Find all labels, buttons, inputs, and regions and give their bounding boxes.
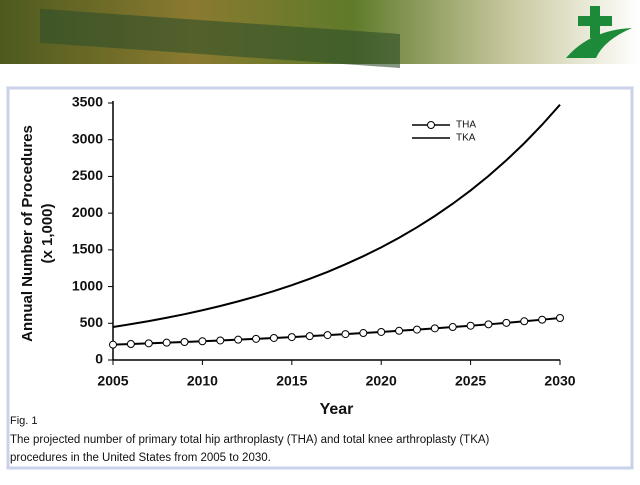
data-point xyxy=(234,335,243,344)
caption-line: procedures in the United States from 200… xyxy=(10,452,271,464)
x-axis-label: Year xyxy=(320,401,354,418)
data-point xyxy=(359,329,368,338)
data-point xyxy=(252,334,261,343)
data-point xyxy=(269,333,278,342)
data-point xyxy=(323,331,332,340)
y-tick-label: 0 xyxy=(95,351,103,367)
x-tick-label: 2010 xyxy=(187,373,218,389)
legend-label: THA xyxy=(456,120,476,131)
data-point xyxy=(216,336,225,345)
data-point xyxy=(430,324,439,333)
y-axis-label: Annual Number of Procedures xyxy=(19,125,36,342)
data-point xyxy=(126,339,135,348)
data-point xyxy=(109,340,117,349)
y-tick-label: 2000 xyxy=(72,204,103,220)
data-point xyxy=(448,323,457,332)
x-tick-label: 2005 xyxy=(97,373,128,389)
data-point xyxy=(287,333,296,342)
data-point xyxy=(484,320,493,329)
data-point xyxy=(305,332,314,341)
y-tick-label: 500 xyxy=(80,314,104,330)
data-point xyxy=(377,327,386,336)
data-point xyxy=(341,330,350,339)
legend-label: TKA xyxy=(456,133,476,144)
data-point xyxy=(502,318,511,327)
data-point xyxy=(412,325,421,334)
caption-fig: Fig. 1 xyxy=(10,415,38,427)
series-line xyxy=(112,104,561,328)
data-point xyxy=(144,339,153,348)
y-tick-label: 3000 xyxy=(72,130,103,146)
y-tick-label: 1000 xyxy=(72,277,103,293)
x-tick-label: 2025 xyxy=(455,373,486,389)
y-tick-label: 2500 xyxy=(72,167,103,183)
data-point xyxy=(395,326,404,335)
x-tick-label: 2030 xyxy=(544,373,575,389)
caption-line: The projected number of primary total hi… xyxy=(10,434,490,446)
banner-plaque xyxy=(40,8,400,68)
data-point xyxy=(466,321,475,330)
data-point xyxy=(556,313,564,322)
chart: 0 500 1000 1500 2000 2500 3000 3500 2005 2010 2015… xyxy=(19,94,576,419)
data-point xyxy=(180,338,189,347)
logo xyxy=(566,6,632,58)
data-point xyxy=(538,315,547,324)
y-axis-label: (x 1,000) xyxy=(39,203,56,263)
legend-marker xyxy=(427,121,435,129)
slide-frame xyxy=(6,86,634,470)
x-tick-label: 2015 xyxy=(276,373,307,389)
y-tick-label: 1500 xyxy=(72,241,103,257)
data-point xyxy=(162,338,171,347)
x-tick-label: 2020 xyxy=(366,373,397,389)
data-point xyxy=(198,337,207,346)
data-point xyxy=(520,317,529,326)
y-tick-label: 3500 xyxy=(72,94,103,110)
